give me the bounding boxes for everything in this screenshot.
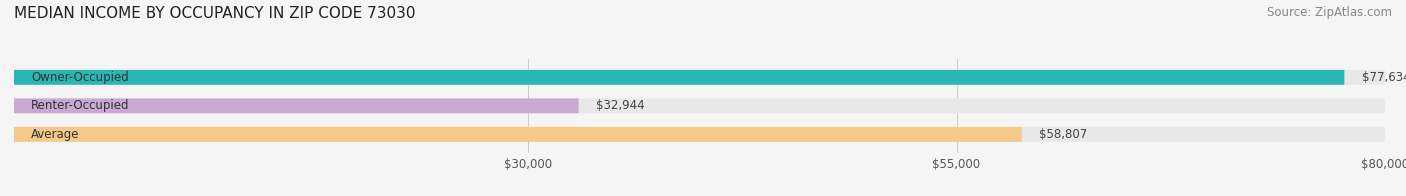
Text: Owner-Occupied: Owner-Occupied <box>31 71 129 84</box>
Text: $58,807: $58,807 <box>1039 128 1087 141</box>
Text: MEDIAN INCOME BY OCCUPANCY IN ZIP CODE 73030: MEDIAN INCOME BY OCCUPANCY IN ZIP CODE 7… <box>14 6 416 21</box>
Text: Renter-Occupied: Renter-Occupied <box>31 99 129 112</box>
Text: Average: Average <box>31 128 80 141</box>
Text: $32,944: $32,944 <box>596 99 644 112</box>
FancyBboxPatch shape <box>14 127 1385 142</box>
FancyBboxPatch shape <box>14 127 1022 142</box>
FancyBboxPatch shape <box>14 70 1344 85</box>
FancyBboxPatch shape <box>14 70 1385 85</box>
Text: $77,634: $77,634 <box>1361 71 1406 84</box>
Text: Source: ZipAtlas.com: Source: ZipAtlas.com <box>1267 6 1392 19</box>
FancyBboxPatch shape <box>14 98 579 113</box>
FancyBboxPatch shape <box>14 98 1385 113</box>
